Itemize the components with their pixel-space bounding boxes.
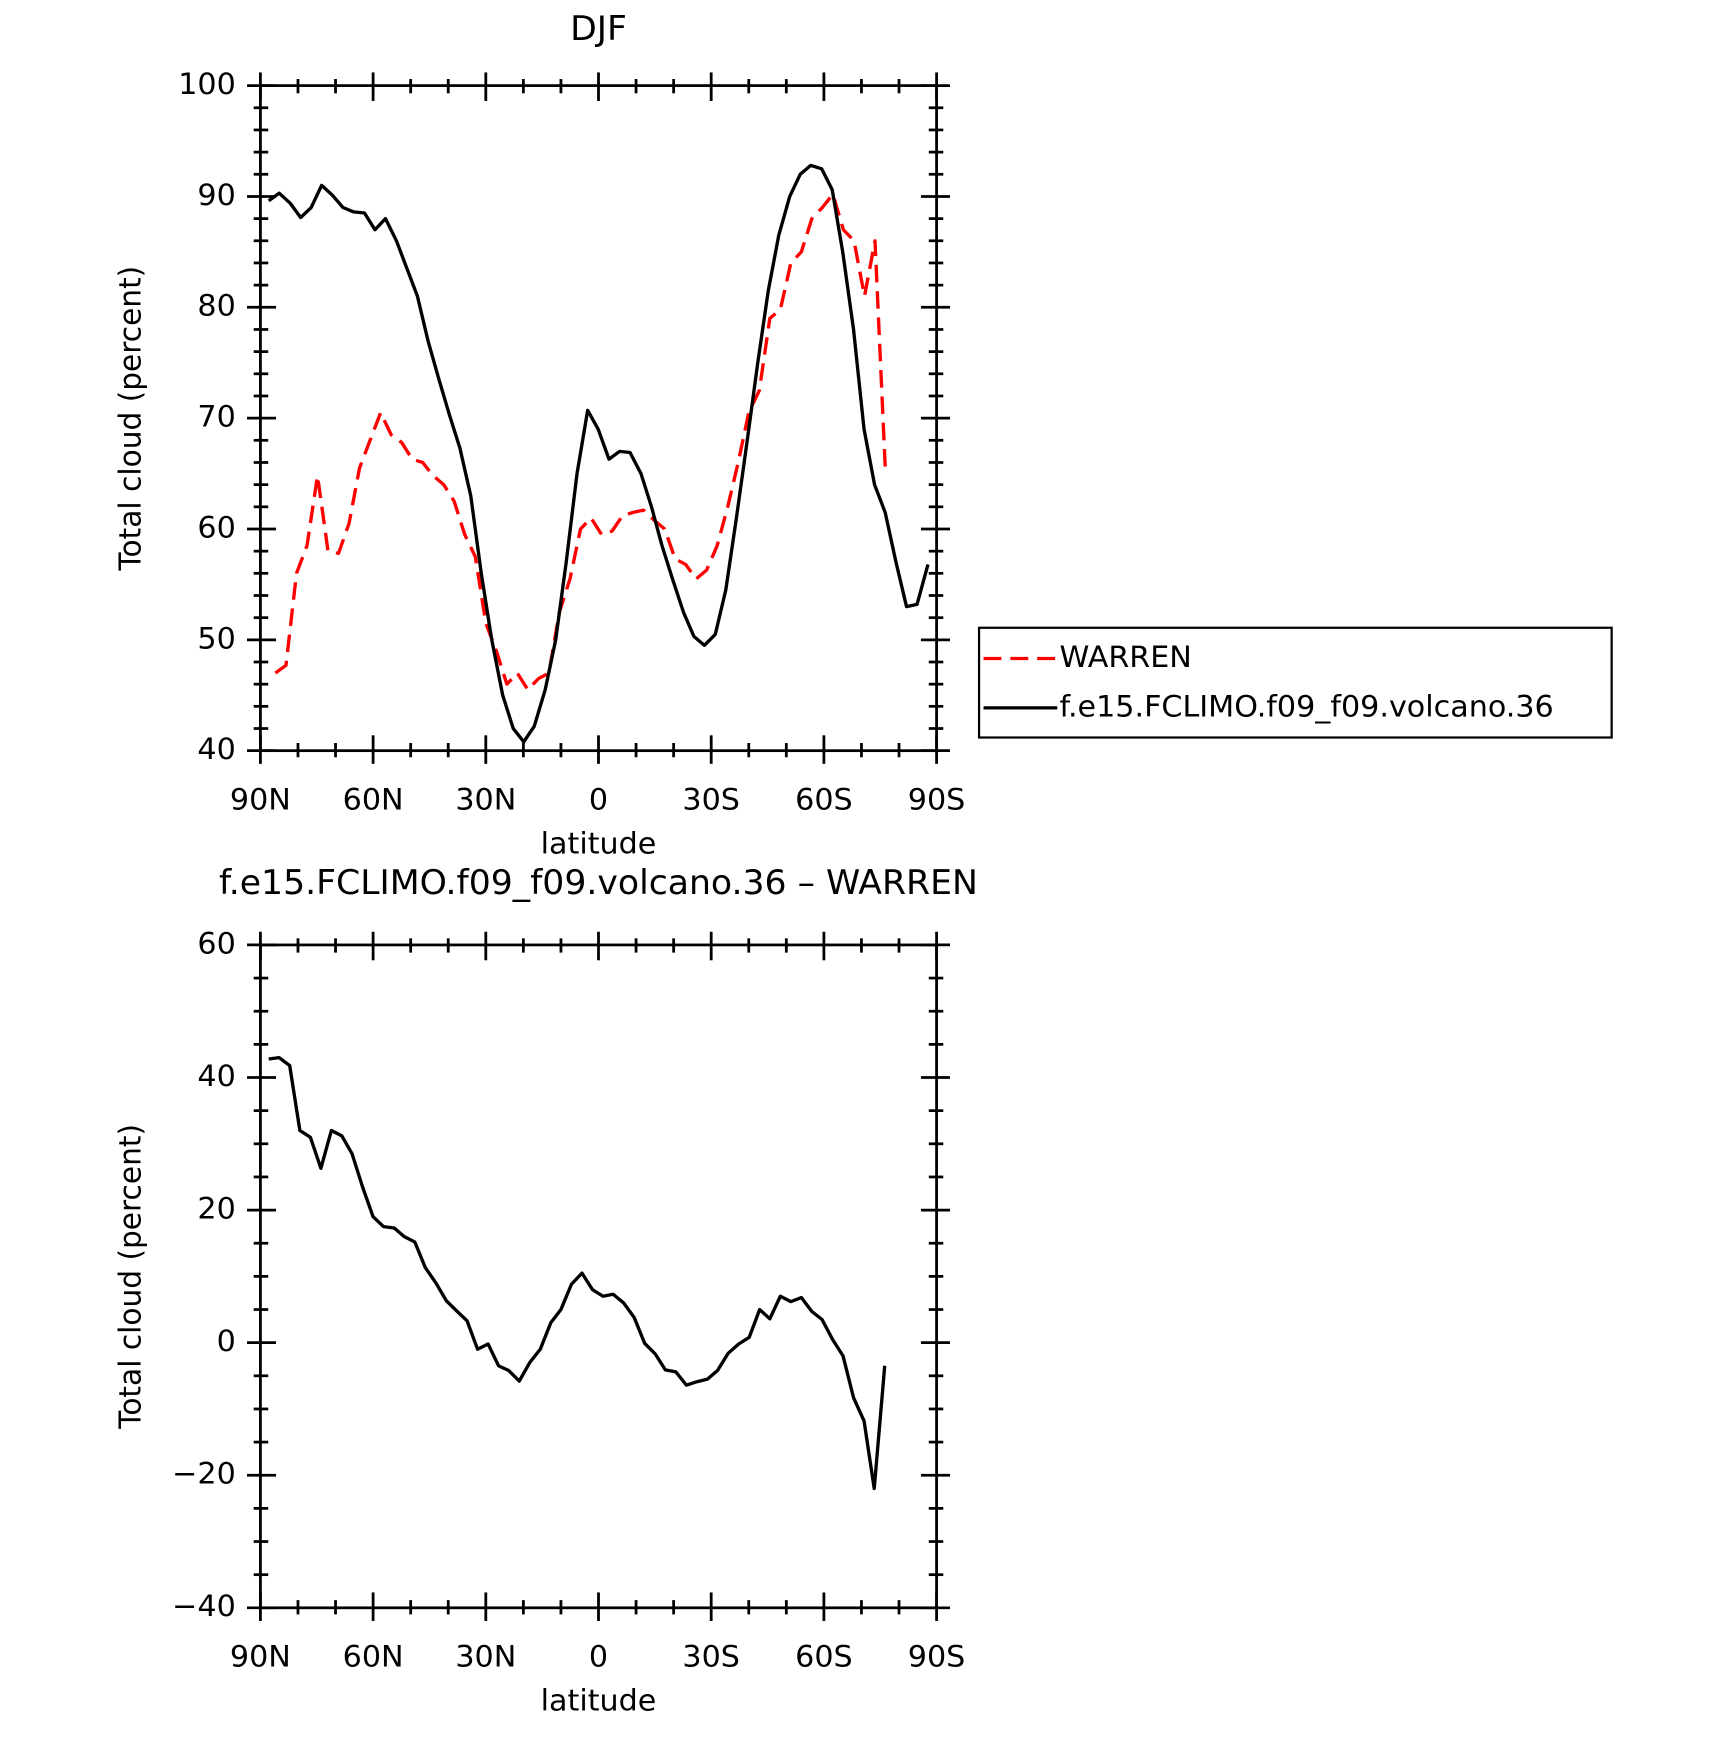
legend-box: [977, 626, 1613, 739]
chart-title: DJF: [570, 9, 627, 49]
plot-frame: [259, 943, 938, 1610]
y-tick-label: 0: [217, 1324, 236, 1359]
data-line: [274, 192, 888, 692]
x-tick-label: 60N: [343, 1640, 404, 1675]
y-tick-label: 40: [197, 732, 235, 767]
y-tick-label: 70: [197, 400, 235, 435]
legend-label: WARREN: [1060, 640, 1192, 675]
x-tick-label: 30N: [455, 1640, 516, 1675]
data-line: [268, 1055, 887, 1491]
x-tick-label: 0: [589, 1640, 608, 1675]
x-tick-label: 90N: [230, 783, 291, 818]
y-tick-label: −40: [172, 1589, 236, 1624]
x-tick-label: 0: [589, 783, 608, 818]
y-tick-label: 60: [197, 511, 235, 546]
x-tick-label: 90S: [908, 1640, 966, 1675]
x-tick-label: 60S: [795, 783, 853, 818]
x-tick-label: 60N: [343, 783, 404, 818]
x-axis-label: latitude: [541, 1684, 657, 1719]
y-tick-label: 20: [197, 1192, 235, 1227]
x-axis-label: latitude: [541, 827, 657, 862]
x-tick-label: 90N: [230, 1640, 291, 1675]
y-tick-label: 60: [197, 927, 235, 962]
data-line: [267, 163, 930, 744]
x-tick-label: 30N: [455, 783, 516, 818]
legend-label: f.e15.FCLIMO.f09_f09.volcano.36: [1060, 690, 1554, 725]
y-tick-label: −20: [172, 1457, 236, 1492]
y-tick-label: 80: [197, 289, 235, 324]
y-tick-label: 50: [197, 622, 235, 657]
x-tick-label: 60S: [795, 1640, 853, 1675]
y-tick-label: 40: [197, 1059, 235, 1094]
y-axis-label: Total cloud (percent): [113, 266, 148, 572]
x-tick-label: 90S: [908, 783, 966, 818]
plot-frame: [259, 84, 938, 753]
chart-title: f.e15.FCLIMO.f09_f09.volcano.36 – WARREN: [219, 863, 978, 903]
y-tick-label: 90: [197, 178, 235, 213]
y-tick-label: 100: [178, 67, 236, 102]
y-axis-label: Total cloud (percent): [113, 1124, 148, 1430]
x-tick-label: 30S: [682, 783, 740, 818]
x-tick-label: 30S: [682, 1640, 740, 1675]
